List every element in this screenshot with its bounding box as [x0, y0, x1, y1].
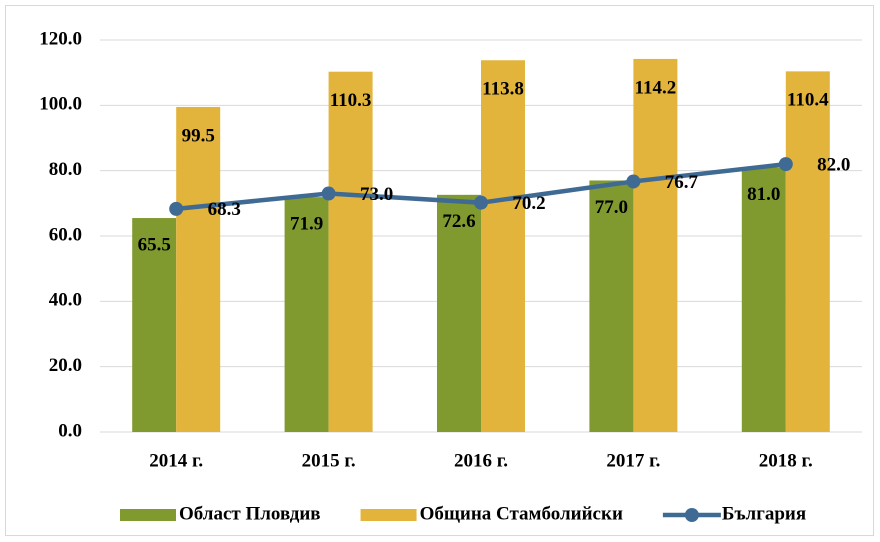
bar: [589, 180, 634, 432]
data-label: 110.3: [330, 90, 372, 111]
data-label: 73.0: [360, 184, 393, 205]
x-tick-label: 2017 г.: [606, 450, 660, 471]
bar: [284, 197, 329, 432]
data-label: 99.5: [182, 125, 215, 146]
data-label: 70.2: [512, 193, 545, 214]
data-label: 110.4: [787, 90, 829, 111]
legend-swatch: [120, 509, 176, 521]
legend-label: Област Пловдив: [179, 503, 321, 524]
bar: [741, 167, 786, 432]
legend-label: Община Стамболийски: [420, 503, 623, 524]
y-tick-label: 120.0: [39, 28, 82, 49]
x-tick-label: 2016 г.: [454, 450, 508, 471]
bar: [481, 60, 525, 433]
bar: [132, 218, 177, 432]
bar: [176, 106, 221, 432]
data-label: 77.0: [595, 197, 628, 218]
y-tick-label: 0.0: [58, 420, 82, 441]
line-marker: [321, 186, 336, 201]
y-tick-label: 60.0: [49, 224, 82, 245]
line-marker: [778, 157, 793, 172]
data-label: 65.5: [138, 234, 171, 255]
line-marker: [626, 174, 641, 189]
y-tick-label: 40.0: [49, 290, 82, 311]
line-marker: [169, 201, 184, 216]
data-label: 71.9: [290, 213, 323, 234]
data-label: 72.6: [442, 211, 475, 232]
bar: [328, 71, 373, 432]
data-label: 113.8: [482, 79, 524, 100]
data-label: 76.7: [665, 172, 699, 193]
x-tick-label: 2018 г.: [759, 450, 813, 471]
data-label: 68.3: [208, 199, 241, 220]
y-tick-label: 20.0: [49, 355, 82, 376]
legend-label: България: [722, 503, 806, 524]
data-label: 114.2: [635, 77, 677, 98]
x-tick-label: 2015 г.: [302, 450, 356, 471]
line-marker: [474, 195, 488, 210]
data-label: 81.0: [747, 184, 780, 205]
bar: [785, 71, 830, 433]
legend-swatch: [360, 509, 417, 521]
data-label: 82.0: [817, 154, 850, 175]
y-tick-label: 100.0: [39, 94, 82, 115]
legend-marker: [684, 508, 699, 522]
x-tick-label: 2014 г.: [149, 450, 203, 471]
bar: [437, 194, 481, 432]
y-tick-label: 80.0: [49, 159, 82, 180]
bar: [633, 58, 678, 433]
